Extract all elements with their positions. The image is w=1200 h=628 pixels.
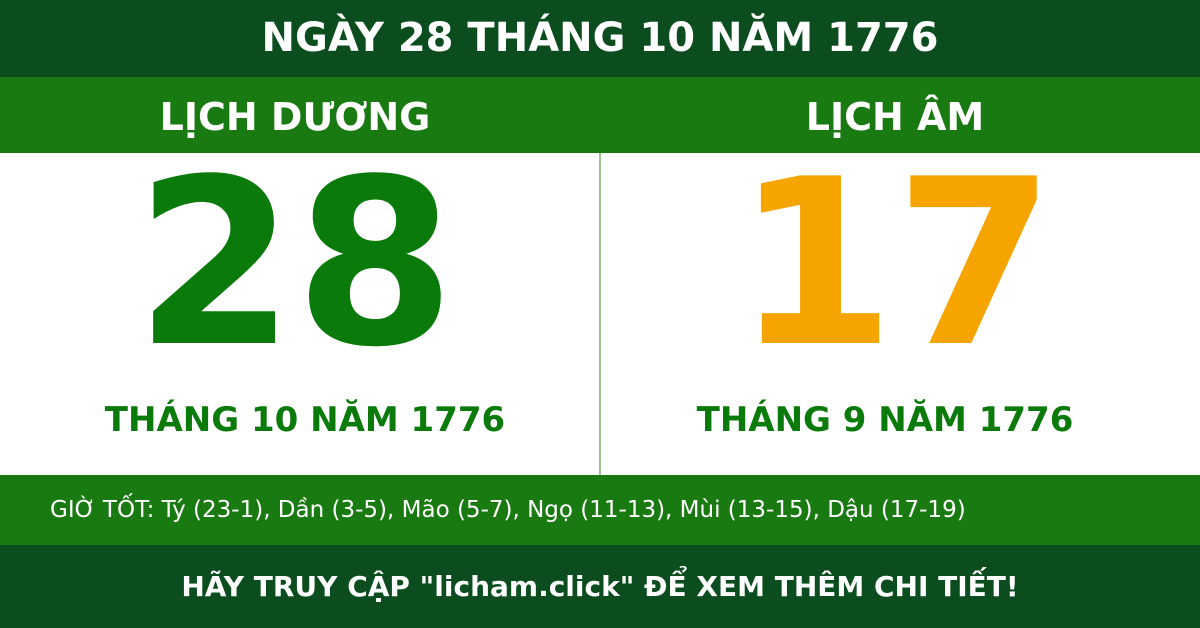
lunar-day: 17 bbox=[734, 131, 1056, 398]
lunar-label: LỊCH ÂM bbox=[805, 95, 985, 139]
title: NGÀY 28 THÁNG 10 NĂM 1776 bbox=[0, 0, 1200, 77]
solar-day: 28 bbox=[134, 131, 456, 398]
lunar-month-year: THÁNG 9 NĂM 1776 bbox=[696, 400, 1074, 440]
solar-label: LỊCH DƯƠNG bbox=[159, 95, 431, 139]
solar-month-year: THÁNG 10 NĂM 1776 bbox=[104, 400, 506, 440]
good-hours: GIỜ TỐT: Tý (23-1), Dần (3-5), Mão (5-7)… bbox=[0, 475, 1200, 545]
divider bbox=[599, 153, 601, 475]
footer: HÃY TRUY CẬP "licham.click" ĐỂ XEM THÊM … bbox=[0, 545, 1200, 628]
label-bar: LỊCH DƯƠNG LỊCH ÂM bbox=[0, 77, 1200, 153]
